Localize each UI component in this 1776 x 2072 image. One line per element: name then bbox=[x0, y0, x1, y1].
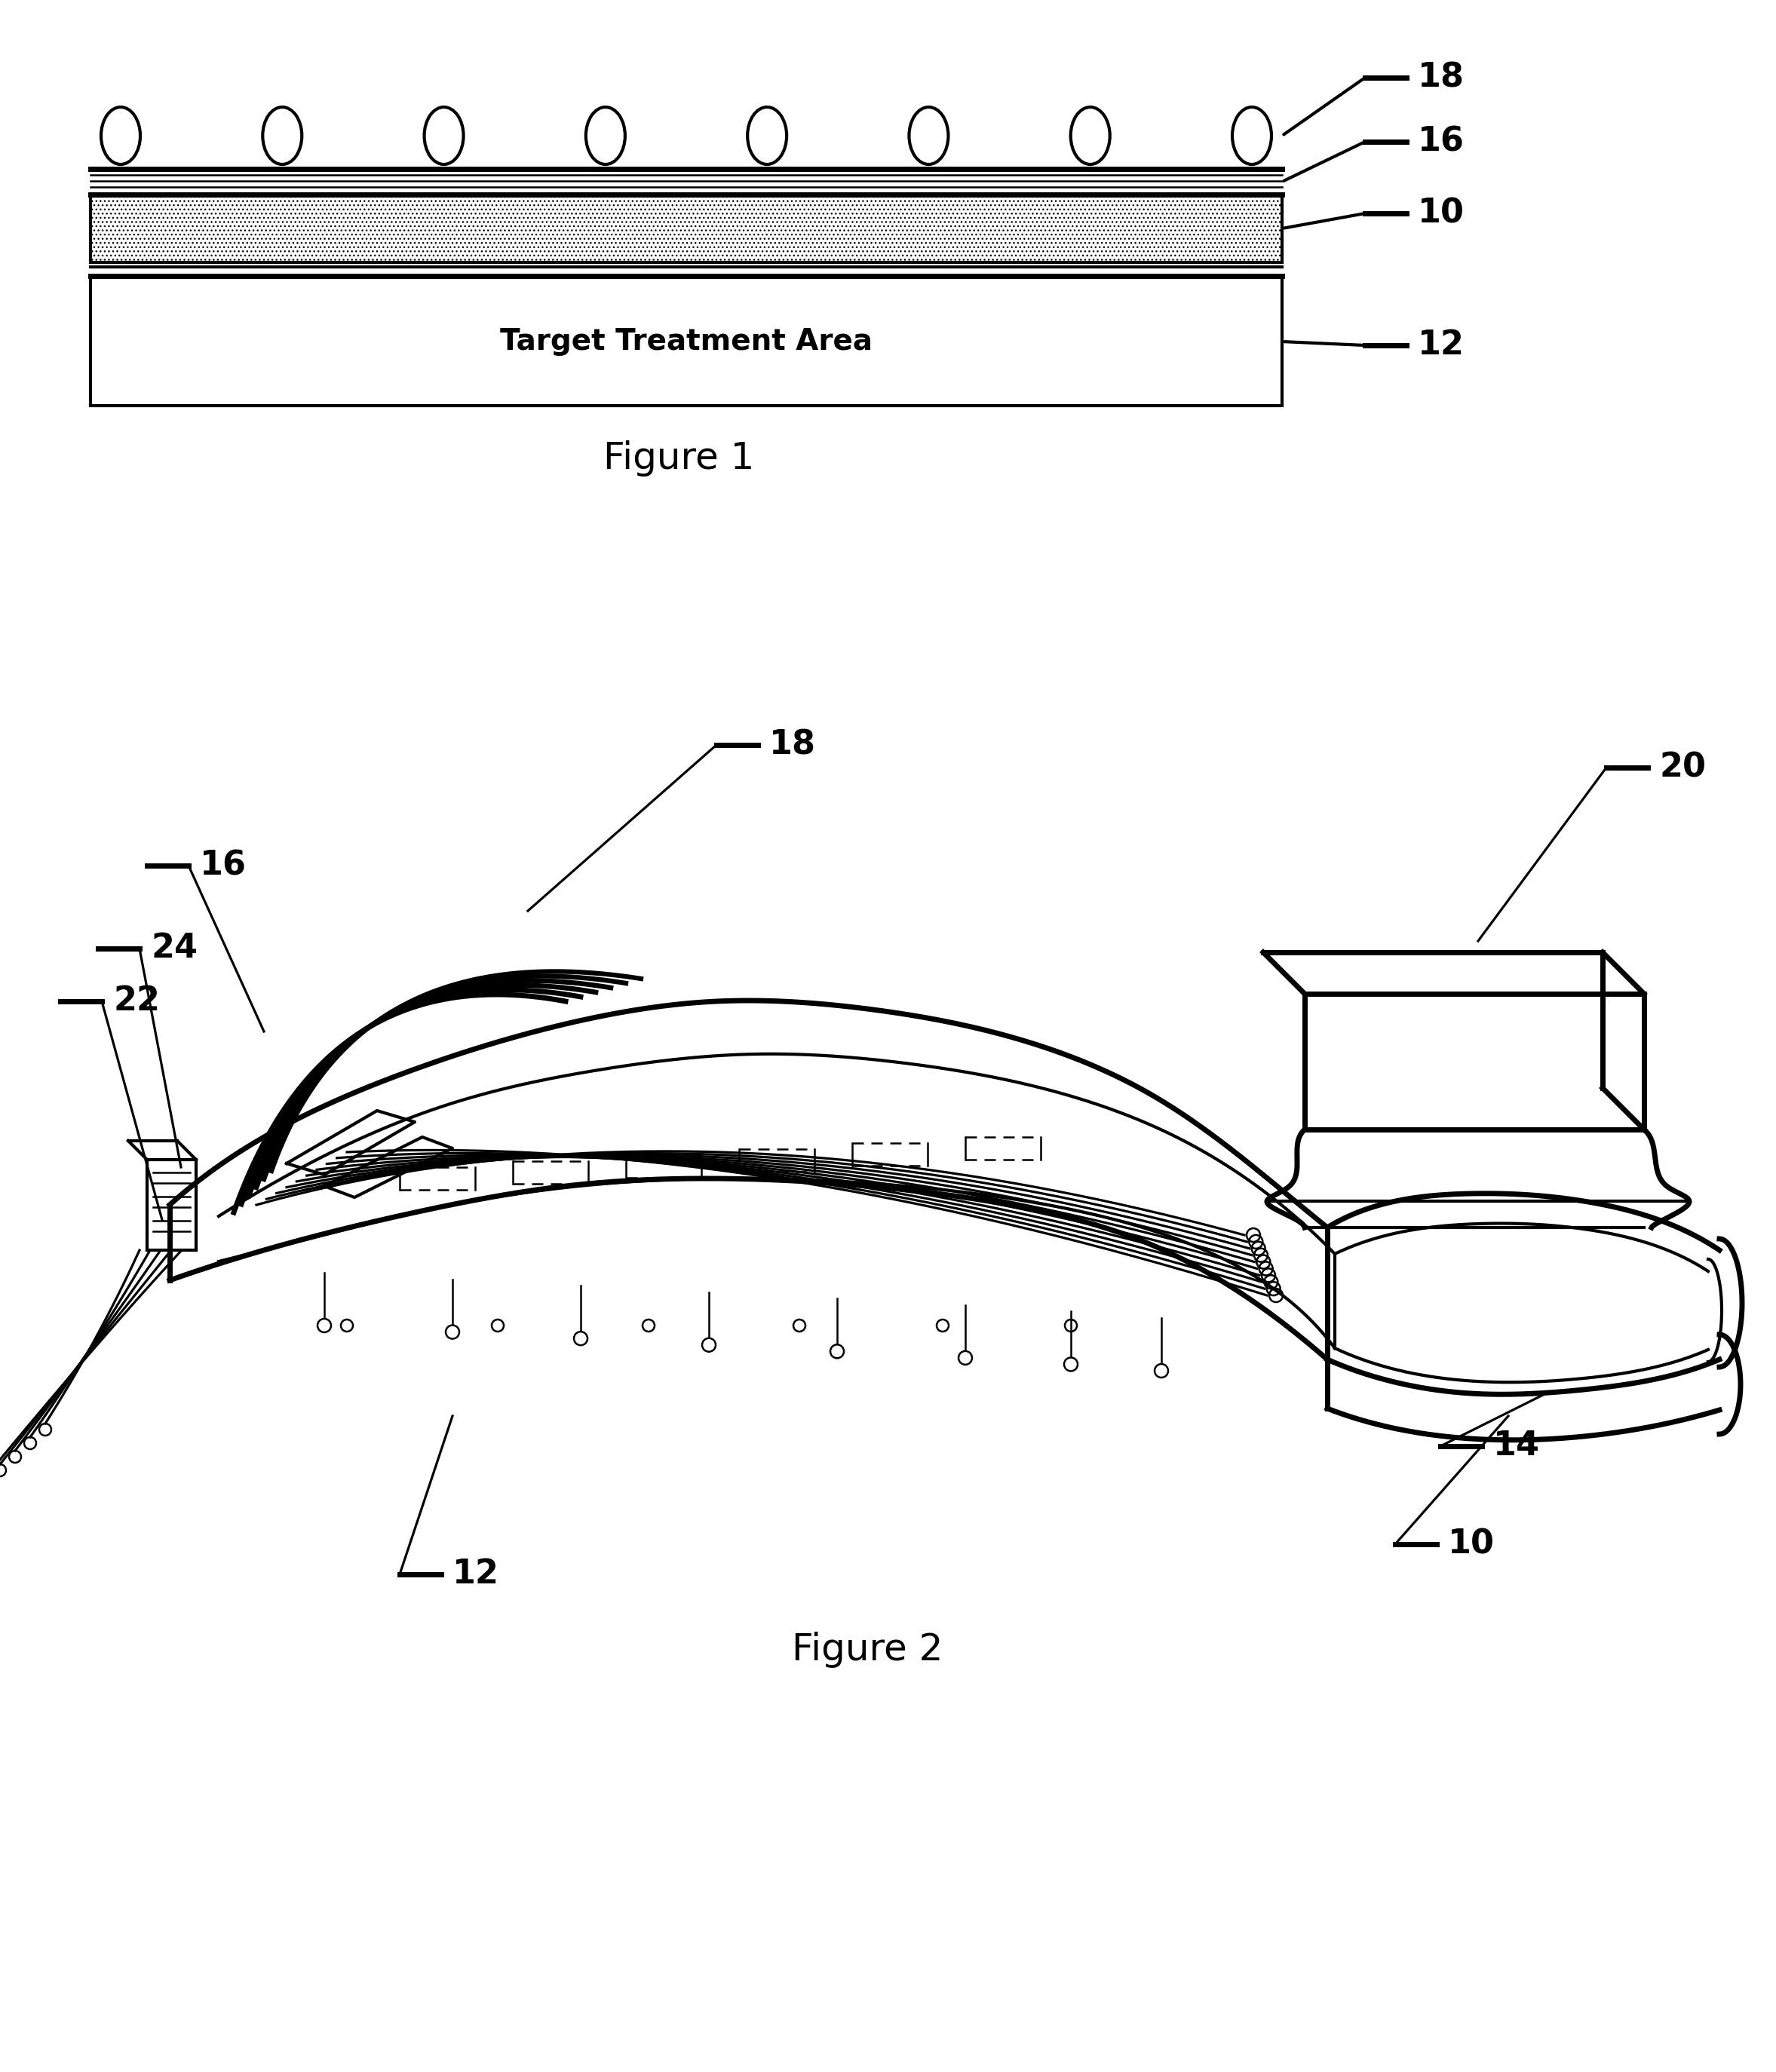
Bar bbox=[91, 278, 1282, 406]
Text: 10: 10 bbox=[1417, 197, 1465, 230]
Text: 14: 14 bbox=[1494, 1430, 1540, 1463]
Text: 10: 10 bbox=[1447, 1527, 1495, 1560]
Text: 22: 22 bbox=[114, 984, 160, 1017]
Text: 24: 24 bbox=[151, 932, 197, 966]
Bar bbox=[91, 195, 1282, 263]
Text: Figure 1: Figure 1 bbox=[604, 441, 755, 477]
Text: Figure 2: Figure 2 bbox=[792, 1631, 943, 1668]
Text: 16: 16 bbox=[201, 850, 247, 883]
Text: 18: 18 bbox=[1417, 62, 1465, 93]
Text: 12: 12 bbox=[453, 1558, 499, 1591]
Text: 20: 20 bbox=[1659, 752, 1707, 783]
Text: 18: 18 bbox=[769, 729, 815, 760]
Text: 16: 16 bbox=[1417, 126, 1465, 157]
Text: 12: 12 bbox=[1417, 329, 1465, 361]
Text: Target Treatment Area: Target Treatment Area bbox=[501, 327, 872, 356]
